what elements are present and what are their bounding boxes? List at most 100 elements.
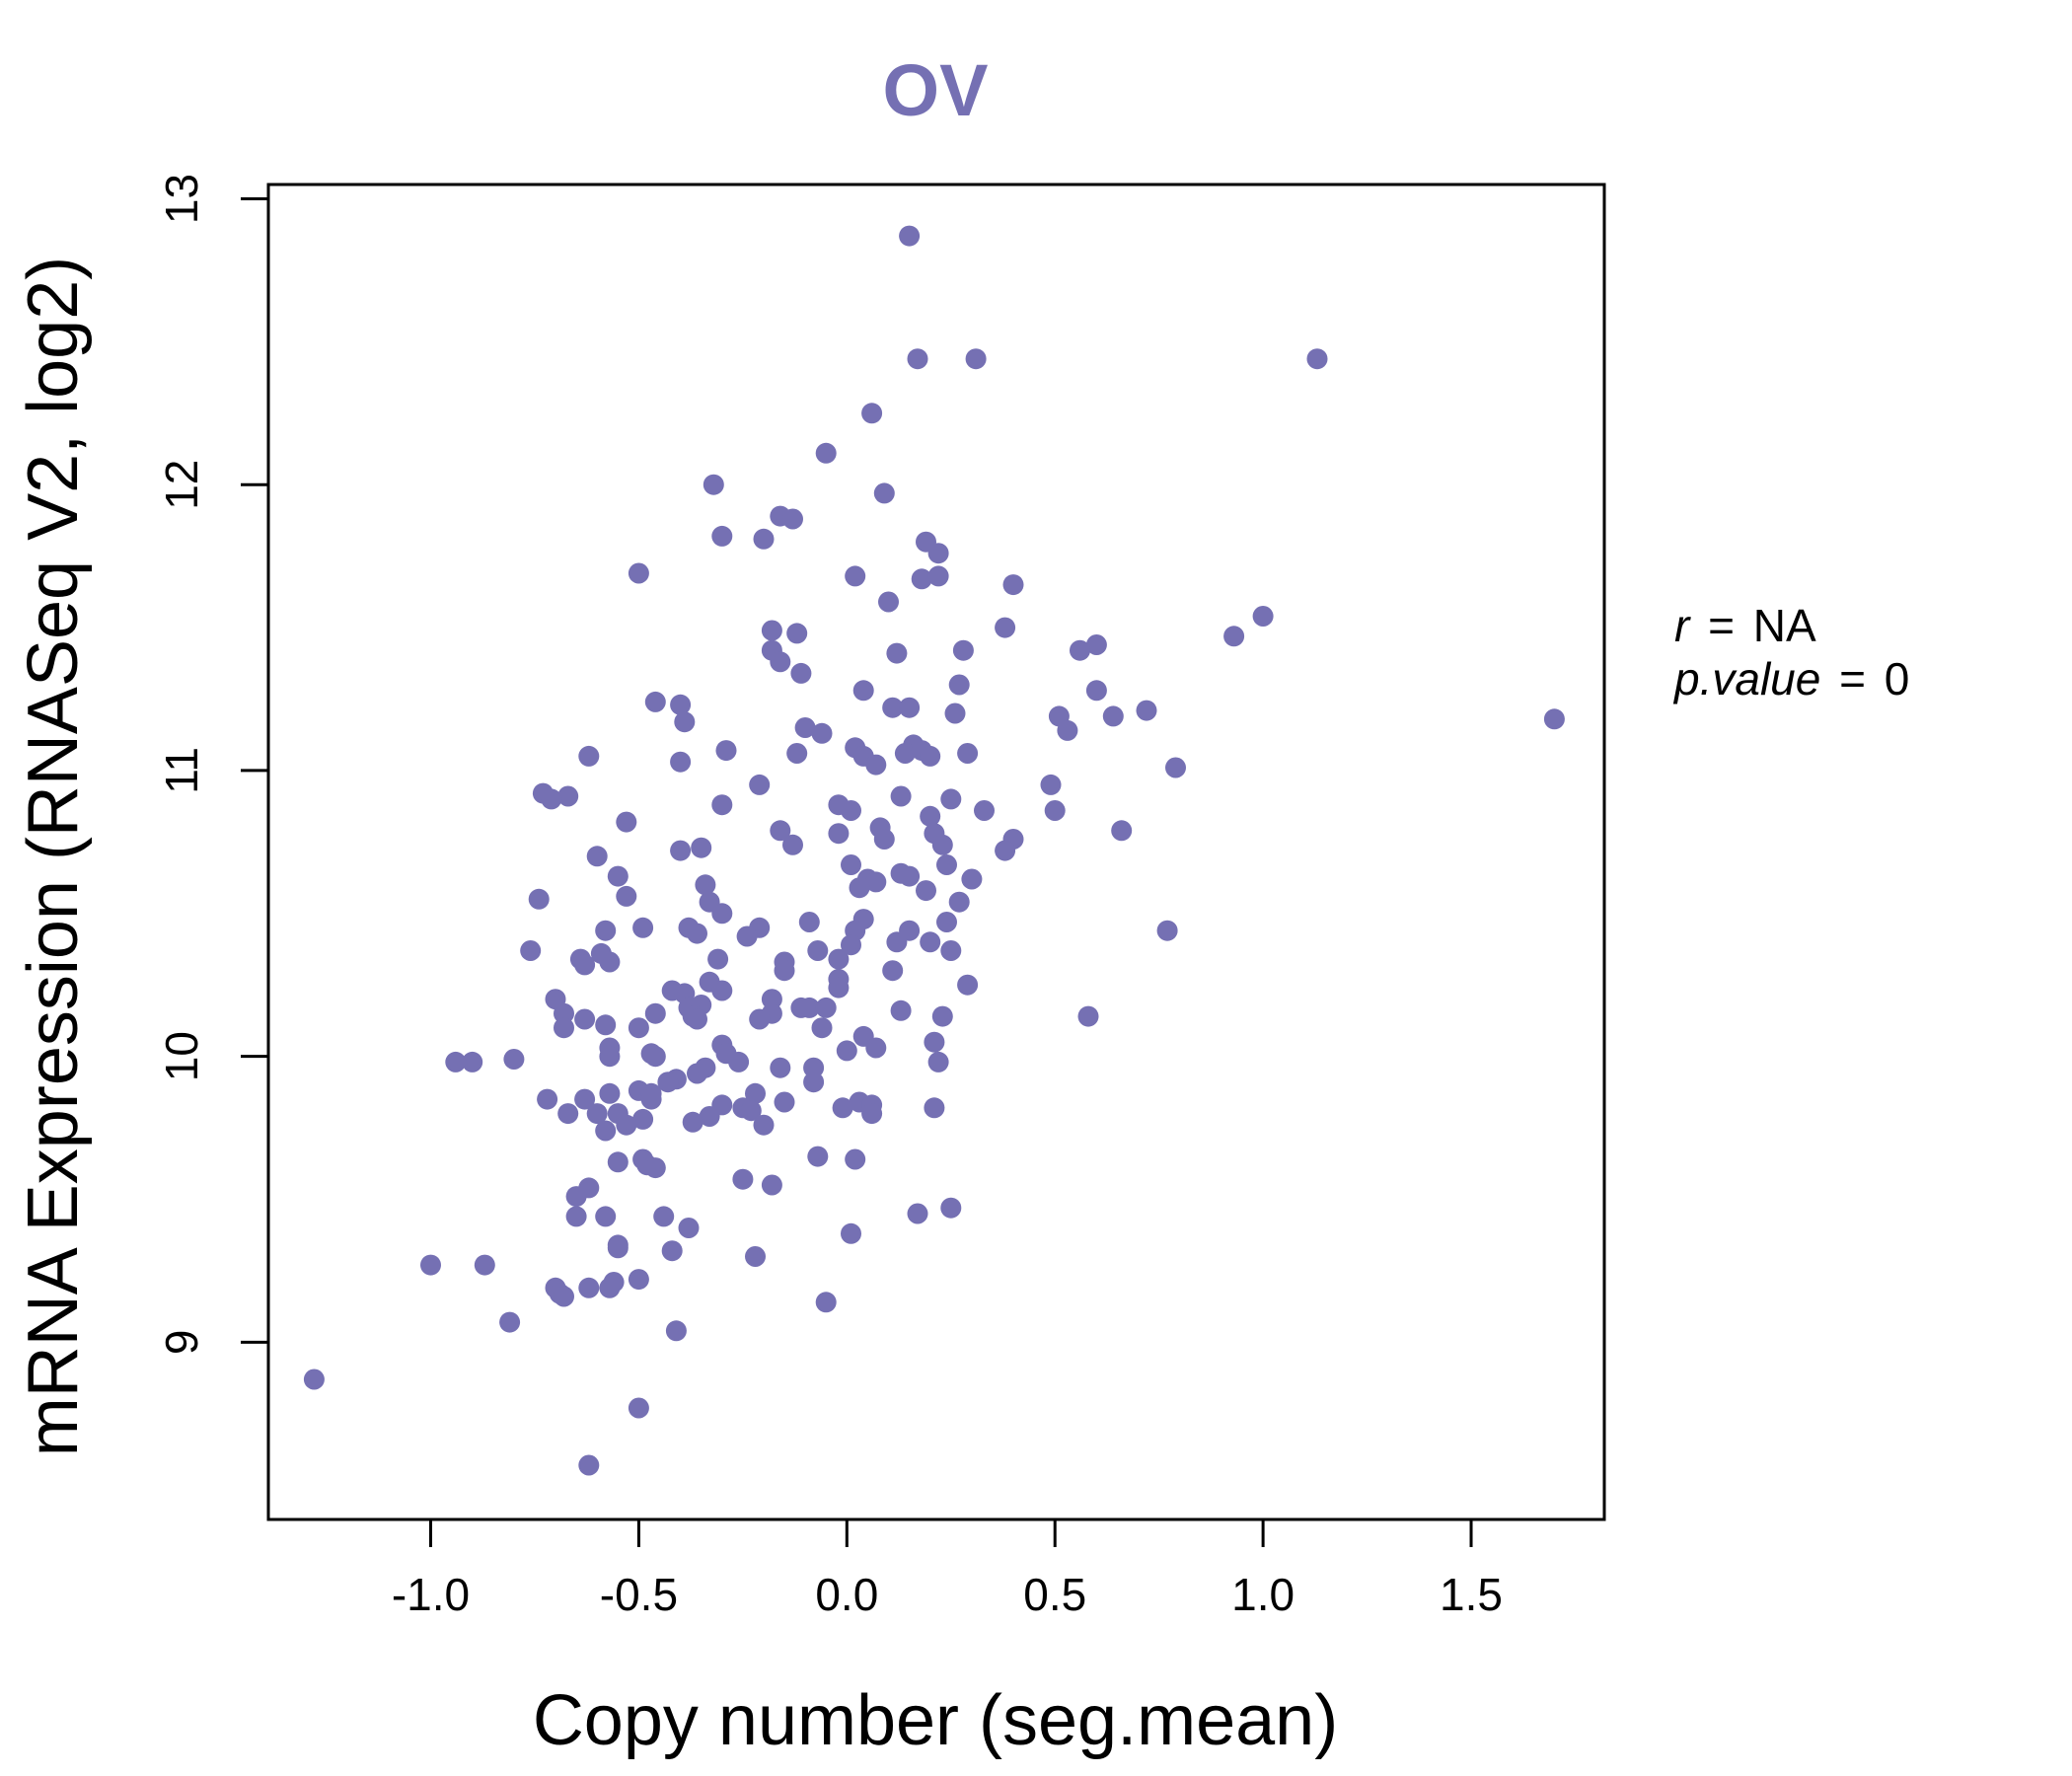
x-axis-label: Copy number (seg.mean) (533, 1681, 1338, 1760)
data-point (828, 948, 850, 970)
data-point (687, 923, 707, 944)
stat-r: r = NA (1674, 600, 1816, 651)
data-point (952, 639, 974, 661)
data-point (644, 1046, 666, 1068)
data-point (849, 877, 870, 899)
data-point (940, 1197, 962, 1219)
data-point (462, 1051, 483, 1073)
data-point (761, 620, 782, 641)
data-point (944, 703, 966, 724)
data-point (770, 651, 791, 673)
data-point (595, 1120, 617, 1142)
y-axis-label: mRNA Expression (RNASeq V2, log2) (14, 257, 93, 1456)
data-point (927, 543, 949, 564)
data-point (599, 951, 621, 973)
data-point (595, 920, 617, 941)
data-point (890, 785, 912, 807)
data-point (1165, 757, 1186, 778)
data-point (1077, 1005, 1099, 1027)
data-point (644, 1002, 666, 1024)
data-point (861, 1103, 883, 1125)
data-point (1057, 719, 1078, 741)
data-point (711, 980, 733, 1001)
data-point (607, 1151, 629, 1173)
data-point (574, 1088, 596, 1110)
data-point (957, 743, 979, 764)
data-point (595, 1206, 617, 1227)
data-point (607, 1237, 629, 1259)
data-point (674, 711, 696, 733)
data-point (599, 1082, 621, 1104)
data-point (657, 1072, 679, 1093)
data-point (841, 934, 861, 956)
data-point (890, 999, 912, 1021)
data-point (828, 823, 850, 845)
data-point (753, 528, 775, 550)
data-point (811, 1017, 833, 1039)
stat-p: p.value = 0 (1672, 653, 1909, 704)
data-point (936, 912, 957, 932)
data-point (499, 1311, 521, 1333)
data-point (745, 1082, 766, 1104)
data-point (798, 997, 820, 1018)
data-point (670, 694, 692, 715)
data-point (303, 1369, 325, 1390)
data-point (911, 568, 932, 590)
data-point (1252, 606, 1274, 627)
data-point (599, 1046, 621, 1068)
data-point (1136, 700, 1157, 721)
data-point (886, 931, 908, 953)
data-point (841, 854, 861, 875)
data-point (886, 642, 908, 664)
data-point (474, 1254, 495, 1276)
y-tick-label: 11 (156, 747, 207, 794)
data-point (632, 917, 654, 938)
data-point (565, 1206, 587, 1227)
data-point (632, 1108, 654, 1130)
data-point (894, 743, 916, 764)
data-point (920, 805, 941, 827)
data-point (790, 662, 812, 684)
data-point (574, 1008, 596, 1030)
data-point (1543, 708, 1565, 730)
data-point (828, 977, 850, 999)
x-tick-label: 1.5 (1440, 1569, 1503, 1620)
x-tick-label: 0.0 (815, 1569, 878, 1620)
data-point (927, 1051, 949, 1073)
data-point (749, 774, 771, 795)
data-point (845, 1148, 866, 1170)
data-point (574, 954, 596, 976)
data-point (670, 840, 692, 861)
data-point (836, 1040, 857, 1062)
data-point (948, 674, 970, 696)
data-point (948, 891, 970, 913)
data-point (628, 1269, 649, 1291)
y-tick-label: 10 (156, 1031, 207, 1081)
data-point (595, 1014, 617, 1036)
data-point (899, 225, 921, 247)
data-point (644, 1157, 666, 1179)
data-point (832, 1097, 853, 1119)
data-point (628, 562, 649, 584)
data-point (815, 442, 837, 464)
data-point (745, 1246, 766, 1267)
data-point (882, 697, 904, 718)
data-point (803, 1057, 825, 1078)
data-point (520, 940, 542, 961)
data-point (578, 1277, 600, 1298)
data-point (852, 680, 874, 702)
data-point (740, 1100, 762, 1122)
data-point (541, 788, 562, 810)
data-point (1223, 626, 1245, 647)
data-point (711, 903, 733, 925)
y-tick-label: 12 (156, 460, 207, 510)
data-point (920, 931, 941, 953)
data-point (665, 1320, 687, 1342)
data-point (811, 722, 833, 744)
data-point (1102, 705, 1124, 727)
data-point (628, 1397, 649, 1419)
data-point (861, 403, 883, 424)
data-point (815, 1292, 837, 1313)
data-point (1040, 774, 1062, 795)
data-point (995, 840, 1016, 861)
